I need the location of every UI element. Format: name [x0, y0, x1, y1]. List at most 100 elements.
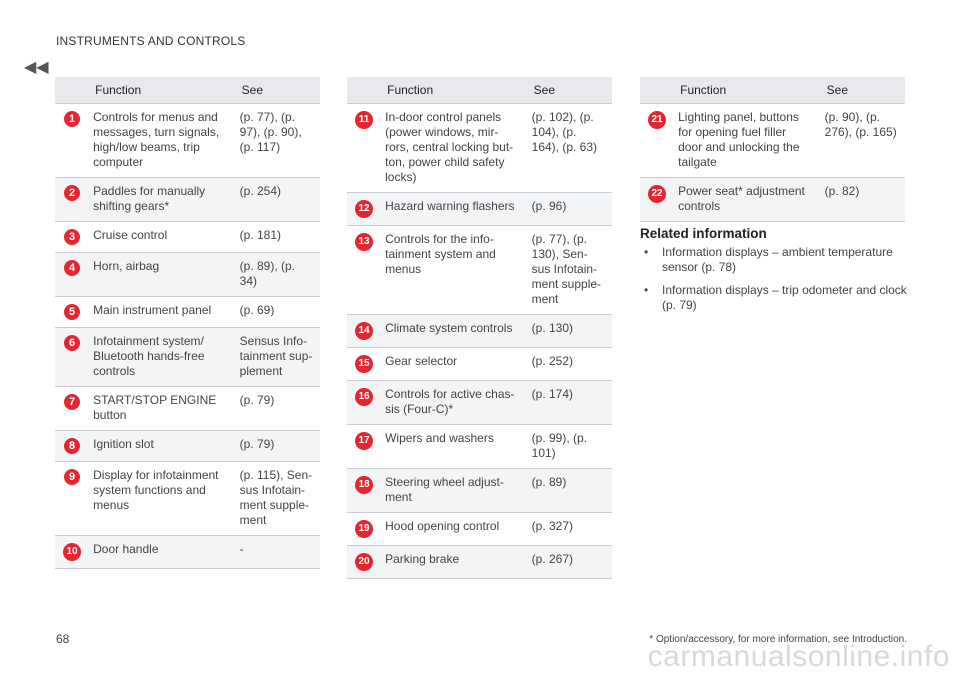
row-number-cell: 10 [55, 535, 88, 569]
column-header-function: Function [672, 77, 819, 104]
row-number-cell: 9 [55, 461, 88, 536]
related-link[interactable]: • Information displays – trip odometer an… [644, 283, 907, 312]
function-cell: Door handle [87, 535, 234, 569]
see-reference-cell[interactable]: (p. 254) [233, 177, 320, 222]
function-cell: Main instrument panel [87, 296, 234, 328]
number-badge: 13 [355, 233, 374, 251]
number-badge: 20 [355, 553, 374, 571]
see-reference-cell[interactable]: (p. 79) [233, 430, 320, 462]
row-number-cell: 18 [347, 468, 380, 513]
controls-table-3: Function See 21 Lighting panel, buttons f… [640, 77, 905, 222]
row-number-cell: 2 [55, 177, 88, 222]
row-number-cell: 22 [640, 177, 673, 222]
see-reference-cell[interactable]: (p. 327) [525, 512, 612, 546]
bullet-icon: • [644, 245, 649, 259]
table-row: 14 Climate system controls (p. 130) [347, 314, 612, 348]
column-header-number [55, 77, 88, 104]
function-cell: Ignition slot [87, 430, 234, 462]
see-reference-cell[interactable]: (p. 79) [233, 386, 320, 431]
see-reference-cell[interactable]: (p. 181) [233, 221, 320, 253]
table-row: 12 Hazard warning flashers (p. 96) [347, 192, 612, 226]
number-badge: 18 [355, 476, 374, 494]
row-number-cell: 14 [347, 314, 380, 348]
see-reference-cell[interactable]: (p. 130) [525, 314, 612, 348]
row-number-cell: 19 [347, 512, 380, 546]
watermark: carmanualsonline.info [647, 640, 950, 673]
row-number-cell: 1 [55, 103, 88, 178]
see-reference-cell[interactable]: Sensus Info-tainment sup-plement [233, 327, 320, 387]
number-badge: 22 [648, 185, 667, 203]
number-badge: 5 [64, 304, 81, 320]
see-reference-cell[interactable]: (p. 90), (p. 276), (p. 165) [818, 103, 905, 178]
related-information-heading: Related information [640, 226, 767, 241]
row-number-cell: 8 [55, 430, 88, 462]
table-row: 1 Controls for menus and messages, turn s… [55, 103, 320, 178]
function-cell: Gear selector [379, 347, 526, 381]
number-badge: 16 [355, 388, 374, 406]
controls-table-2: Function See 11 In-door control panels (p… [347, 77, 612, 579]
row-number-cell: 20 [347, 545, 380, 579]
see-reference-cell[interactable]: (p. 89) [525, 468, 612, 513]
table-row: 16 Controls for active chas-sis (Four-C)*… [347, 380, 612, 425]
see-reference-cell[interactable]: (p. 252) [525, 347, 612, 381]
row-number-cell: 16 [347, 380, 380, 425]
number-badge: 8 [64, 438, 81, 454]
table-row: 2 Paddles for manually shifting gears* (p.… [55, 177, 320, 222]
function-cell: Power seat* adjustment controls [672, 177, 819, 222]
function-cell: Controls for active chas-sis (Four-C)* [379, 380, 526, 425]
row-number-cell: 11 [347, 103, 380, 193]
function-cell: Paddles for manually shifting gears* [87, 177, 234, 222]
number-badge: 6 [64, 335, 81, 351]
function-cell: Lighting panel, buttons for opening fuel… [672, 103, 819, 178]
function-cell: Controls for the info-tainment system an… [379, 225, 526, 315]
column-header-function: Function [379, 77, 526, 104]
see-reference-cell[interactable]: - [233, 535, 320, 569]
table-row: 20 Parking brake (p. 267) [347, 545, 612, 579]
column-header-see: See [525, 77, 612, 104]
table-row: 18 Steering wheel adjust-ment (p. 89) [347, 468, 612, 513]
row-number-cell: 4 [55, 252, 88, 297]
see-reference-cell[interactable]: (p. 69) [233, 296, 320, 328]
row-number-cell: 15 [347, 347, 380, 381]
table-row: 11 In-door control panels (power windows,… [347, 103, 612, 193]
see-reference-cell[interactable]: (p. 77), (p. 130), Sen-sus Infotain-ment… [525, 225, 612, 315]
see-reference-cell[interactable]: (p. 102), (p. 104), (p. 164), (p. 63) [525, 103, 612, 193]
table-row: 21 Lighting panel, buttons for opening fu… [640, 103, 905, 178]
see-reference-cell[interactable]: (p. 115), Sen-sus Infotain-ment supple-m… [233, 461, 320, 536]
row-number-cell: 21 [640, 103, 673, 178]
function-cell: Controls for menus and messages, turn si… [87, 103, 234, 178]
number-badge: 1 [64, 111, 81, 127]
row-number-cell: 12 [347, 192, 380, 226]
table-row: 17 Wipers and washers (p. 99), (p. 101) [347, 424, 612, 469]
number-badge: 10 [63, 543, 82, 561]
double-chevron-left-icon[interactable]: ◀◀ [24, 59, 49, 76]
see-reference-cell[interactable]: (p. 96) [525, 192, 612, 226]
see-reference-cell[interactable]: (p. 82) [818, 177, 905, 222]
number-badge: 15 [355, 355, 374, 373]
table-row: 3 Cruise control (p. 181) [55, 221, 320, 253]
table-row: 7 START/STOP ENGINE button (p. 79) [55, 386, 320, 431]
table-row: 22 Power seat* adjustment controls (p. 82) [640, 177, 905, 222]
number-badge: 9 [64, 469, 81, 485]
table-row: 8 Ignition slot (p. 79) [55, 430, 320, 462]
see-reference-cell[interactable]: (p. 89), (p. 34) [233, 252, 320, 297]
see-reference-cell[interactable]: (p. 267) [525, 545, 612, 579]
number-badge: 19 [355, 520, 374, 538]
column-header-number [347, 77, 380, 104]
column-header-see: See [818, 77, 905, 104]
related-information-list: • Information displays – ambient temperat… [640, 245, 908, 313]
table-row: 4 Horn, airbag (p. 89), (p. 34) [55, 252, 320, 297]
number-badge: 14 [355, 322, 374, 340]
related-link[interactable]: • Information displays – ambient temperat… [644, 245, 893, 274]
see-reference-cell[interactable]: (p. 174) [525, 380, 612, 425]
table-row: 15 Gear selector (p. 252) [347, 347, 612, 381]
table-row: 5 Main instrument panel (p. 69) [55, 296, 320, 328]
row-number-cell: 13 [347, 225, 380, 315]
see-reference-cell[interactable]: (p. 99), (p. 101) [525, 424, 612, 469]
function-cell: Climate system controls [379, 314, 526, 348]
function-cell: Display for infotainment system function… [87, 461, 234, 536]
row-number-cell: 6 [55, 327, 88, 387]
see-reference-cell[interactable]: (p. 77), (p. 97), (p. 90), (p. 117) [233, 103, 320, 178]
function-cell: In-door control panels (power windows, m… [379, 103, 526, 193]
row-number-cell: 3 [55, 221, 88, 253]
